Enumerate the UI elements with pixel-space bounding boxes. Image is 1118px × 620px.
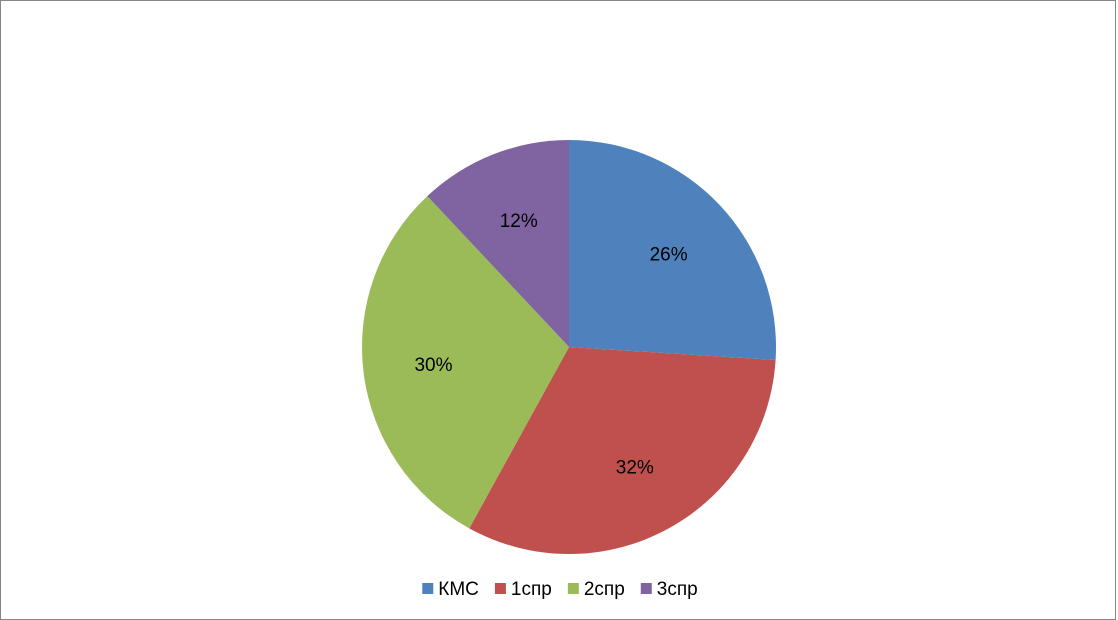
pie-slice-2 [469,347,776,555]
slice-label-4: 12% [500,211,538,232]
legend-label-3: 2спр [584,579,625,600]
legend-swatch-1 [422,583,434,594]
pie-slice-3 [361,196,569,529]
pie-slices [361,140,776,555]
legend-label-4: 3спр [657,579,698,600]
slice-label-1: 26% [650,244,688,265]
pie-slice-4 [427,140,569,347]
legend-swatch-3 [567,583,579,594]
legend-label-1: КМС [438,579,479,600]
legend-swatch-4 [640,583,652,594]
slice-labels: 26% 32% 30% 12% [414,211,687,479]
legend-swatch-2 [494,583,506,594]
legend: КМС 1спр 2спр 3спр [422,579,698,600]
legend-label-2: 1спр [511,579,552,600]
pie-slice-1 [569,140,776,360]
slice-label-3: 30% [414,355,452,376]
slice-label-2: 32% [616,458,654,479]
